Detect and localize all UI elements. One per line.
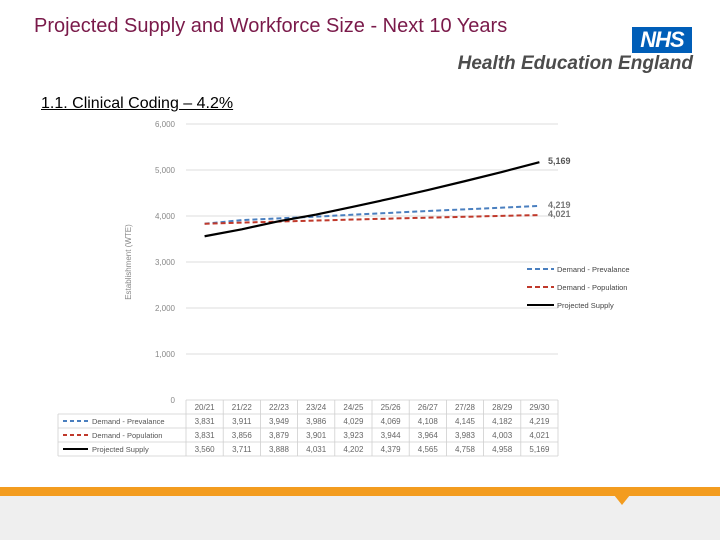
footer-bar: [0, 487, 720, 496]
slide-title: Projected Supply and Workforce Size - Ne…: [34, 15, 508, 37]
y-tick-label: 2,000: [155, 304, 176, 313]
table-cell: 3,856: [232, 431, 253, 440]
table-cell: 4,021: [529, 431, 550, 440]
nhs-logo-badge: NHS: [632, 27, 692, 53]
table-cell: 3,964: [418, 431, 439, 440]
table-cell: 4,379: [381, 445, 402, 454]
table-cell: 4,219: [529, 417, 550, 426]
table-cell: 4,182: [492, 417, 513, 426]
x-tick-label: 27/28: [455, 403, 476, 412]
x-tick-label: 26/27: [418, 403, 439, 412]
series-end-label: 4,219: [548, 200, 571, 210]
x-tick-label: 21/22: [232, 403, 253, 412]
table-cell: 5,169: [529, 445, 550, 454]
x-tick-label: 28/29: [492, 403, 513, 412]
table-cell: 3,986: [306, 417, 327, 426]
y-tick-label: 4,000: [155, 212, 176, 221]
y-tick-label: 0: [171, 396, 176, 405]
table-cell: 3,888: [269, 445, 290, 454]
footer-notch-icon: [614, 495, 630, 505]
table-cell: 4,202: [343, 445, 364, 454]
x-tick-label: 20/21: [195, 403, 216, 412]
table-cell: 4,108: [418, 417, 439, 426]
table-cell: 3,831: [195, 417, 216, 426]
x-tick-label: 24/25: [343, 403, 364, 412]
series-end-label: 4,021: [548, 209, 571, 219]
y-tick-label: 1,000: [155, 350, 176, 359]
table-cell: 3,911: [232, 417, 252, 426]
line-chart: 0 1,000 2,000 3,000 4,000 5,000 6,000 Establish…: [57, 120, 630, 457]
table-row-label: Demand - Population: [92, 431, 162, 440]
table-cell: 3,560: [195, 445, 216, 454]
organization-name: Health Education England: [457, 53, 693, 74]
legend-label: Demand - Prevalance: [557, 265, 630, 274]
table-cell: 4,958: [492, 445, 513, 454]
y-axis-label: Establishment (WTE): [124, 224, 133, 300]
table-cell: 4,029: [343, 417, 364, 426]
table-cell: 4,758: [455, 445, 476, 454]
table-cell: 3,831: [195, 431, 216, 440]
legend-label: Projected Supply: [557, 301, 614, 310]
table-cell: 3,944: [381, 431, 402, 440]
x-tick-label: 23/24: [306, 403, 327, 412]
table-cell: 4,145: [455, 417, 476, 426]
x-tick-label: 22/23: [269, 403, 290, 412]
footer-area: [0, 496, 720, 540]
y-tick-label: 5,000: [155, 166, 176, 175]
series-line-1: [204, 204, 540, 225]
table-cell: 3,711: [232, 445, 252, 454]
table-cell: 3,949: [269, 417, 290, 426]
table-cell: 4,031: [306, 445, 327, 454]
y-tick-label: 6,000: [155, 120, 176, 129]
table-cell: 4,003: [492, 431, 513, 440]
y-tick-label: 3,000: [155, 258, 176, 267]
legend-label: Demand - Population: [557, 283, 627, 292]
table-cell: 4,069: [381, 417, 402, 426]
table-cell: 3,923: [343, 431, 364, 440]
table-cell: 4,565: [418, 445, 439, 454]
section-heading: 1.1. Clinical Coding – 4.2%: [41, 95, 234, 112]
x-tick-label: 29/30: [529, 403, 550, 412]
table-cell: 3,879: [269, 431, 290, 440]
table-row-label: Projected Supply: [92, 445, 149, 454]
table-cell: 3,983: [455, 431, 476, 440]
series-end-label: 5,169: [548, 156, 571, 166]
series-line-3: [204, 161, 540, 238]
x-tick-label: 25/26: [381, 403, 402, 412]
table-row-label: Demand - Prevalance: [92, 417, 165, 426]
table-cell: 3,901: [306, 431, 327, 440]
